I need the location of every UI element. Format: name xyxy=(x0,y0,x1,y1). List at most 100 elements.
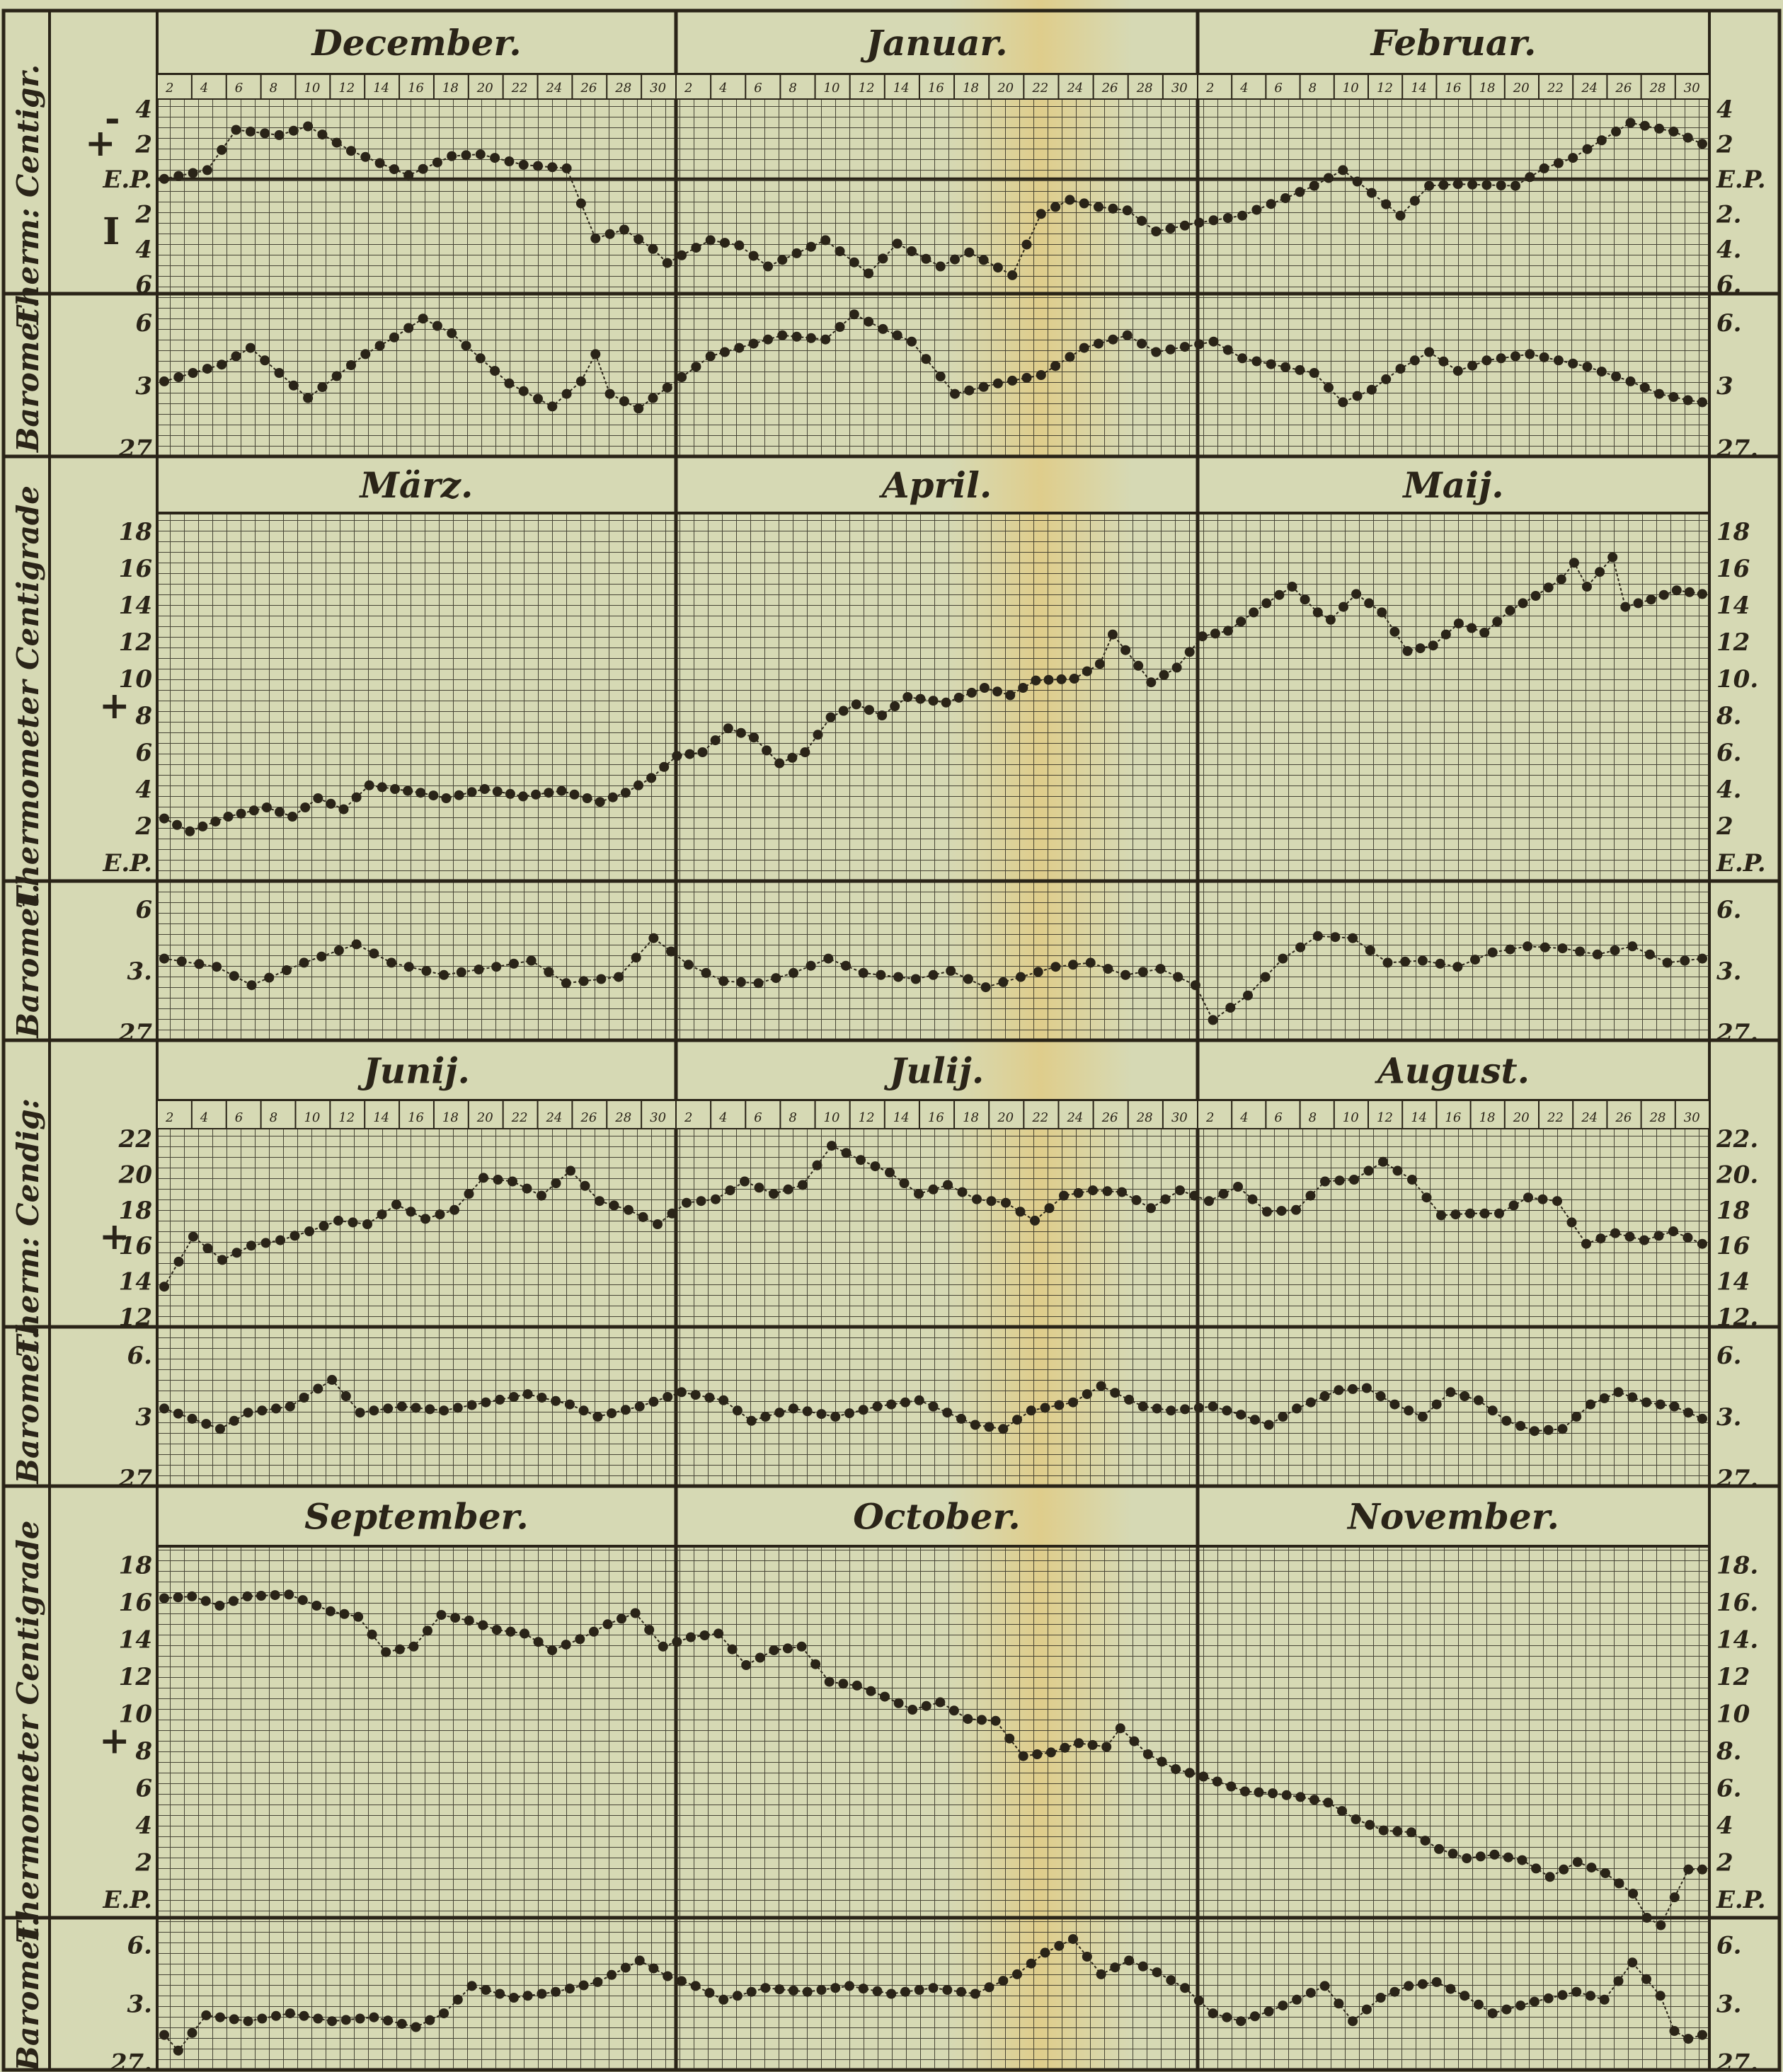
day-number: 8 xyxy=(1309,81,1317,96)
y-tick-label-right: 14 xyxy=(1716,592,1750,620)
barometer-point xyxy=(1278,2001,1288,2011)
temperature-point xyxy=(1281,1790,1292,1800)
series-label: Therm: Cendig: xyxy=(11,1098,45,1357)
barometer-point xyxy=(383,1403,394,1414)
temperature-point xyxy=(1378,1156,1388,1167)
temperature-point xyxy=(289,1231,300,1241)
y-tick-label-left: 22 xyxy=(118,1125,152,1153)
day-number: 12 xyxy=(338,81,355,96)
barometer-point xyxy=(369,2012,379,2022)
temperature-point xyxy=(217,1255,227,1265)
day-number: 2 xyxy=(165,81,173,96)
barometer-point xyxy=(1592,949,1603,960)
barometer-point xyxy=(1361,1383,1372,1393)
temperature-point xyxy=(805,241,816,252)
temperature-point xyxy=(1544,1872,1555,1882)
temperature-point xyxy=(1543,582,1554,593)
barometer-point xyxy=(1079,343,1089,353)
barometer-point xyxy=(935,372,946,381)
barometer-point xyxy=(386,957,396,968)
day-number: 14 xyxy=(893,1110,910,1125)
temperature-point xyxy=(1157,1756,1167,1767)
temperature-point xyxy=(595,1196,604,1207)
temperature-point xyxy=(544,788,554,798)
barometer-point xyxy=(1124,1394,1135,1405)
barometer-point xyxy=(355,1408,365,1418)
day-number: 18 xyxy=(442,81,459,96)
day-number: 22 xyxy=(1547,81,1564,96)
day-number: 4 xyxy=(1239,1110,1248,1125)
barometer-point xyxy=(791,331,802,342)
temperature-point xyxy=(491,1625,502,1635)
temperature-point xyxy=(856,1155,866,1166)
y-tick-label-right: 27. xyxy=(1716,1019,1758,1047)
temperature-point xyxy=(1005,690,1016,701)
temperature-point xyxy=(1146,1203,1156,1214)
y-tick-label-left: 16 xyxy=(119,1589,152,1617)
day-number: 20 xyxy=(997,81,1014,96)
barometer-point xyxy=(159,2030,169,2040)
barometer-point xyxy=(1348,1383,1358,1394)
temperature-point xyxy=(575,198,586,209)
barometer-point xyxy=(648,1963,659,1974)
temperature-point xyxy=(748,251,759,261)
barometer-point xyxy=(274,368,285,378)
temperature-point xyxy=(633,780,643,790)
y-tick-label-left: 8 xyxy=(134,1737,152,1766)
temperature-point xyxy=(783,1184,793,1195)
temperature-point xyxy=(284,1589,294,1600)
temperature-point xyxy=(943,1180,953,1190)
temperature-point xyxy=(478,1620,488,1630)
barometer-point xyxy=(1208,1015,1218,1025)
barometer-point xyxy=(820,334,831,345)
barometer-point xyxy=(1582,362,1593,372)
barometer-point xyxy=(732,1991,743,2001)
plus-sign: + xyxy=(99,1215,130,1258)
temperature-point xyxy=(713,1628,724,1639)
barometer-point xyxy=(490,366,500,376)
temperature-point xyxy=(1525,172,1535,183)
y-tick-label-right: 14 xyxy=(1716,1268,1750,1296)
day-number: 26 xyxy=(580,1110,597,1125)
temperature-point xyxy=(1494,1208,1504,1219)
barometer-point xyxy=(575,376,586,386)
barometer-point xyxy=(928,969,939,980)
temperature-point xyxy=(202,1243,213,1253)
temperature-point xyxy=(478,1173,488,1183)
temperature-point xyxy=(575,1634,585,1645)
day-number: 30 xyxy=(1171,81,1188,96)
temperature-point xyxy=(1349,1175,1359,1185)
barometer-point xyxy=(666,946,677,957)
barometer-point xyxy=(369,1405,379,1416)
y-tick-label-left: 2 xyxy=(134,812,152,841)
temperature-point xyxy=(824,1676,835,1687)
barometer-point xyxy=(1586,1399,1595,1410)
temperature-point xyxy=(921,1700,931,1711)
temperature-point xyxy=(1586,1863,1597,1873)
temperature-point xyxy=(630,1608,641,1618)
barometer-point xyxy=(1438,356,1449,367)
day-number: 26 xyxy=(1101,1110,1118,1125)
temperature-point xyxy=(1595,567,1605,577)
barometer-point xyxy=(1683,2034,1694,2044)
temperature-point xyxy=(957,1187,968,1197)
barometer-point xyxy=(735,977,746,987)
temperature-point xyxy=(1171,662,1182,673)
temperature-point xyxy=(466,787,477,798)
barometer-point xyxy=(690,1390,701,1400)
temperature-point xyxy=(1671,585,1682,596)
y-tick-label-left: 18 xyxy=(119,1551,152,1579)
barometer-point xyxy=(1435,958,1445,969)
y-tick-label-right: 2 xyxy=(1716,812,1733,841)
temperature-point xyxy=(246,1241,256,1251)
temperature-point xyxy=(1087,1739,1098,1750)
temperature-point xyxy=(907,1705,918,1715)
temperature-point xyxy=(720,238,730,248)
temperature-point xyxy=(978,255,989,265)
barometer-point xyxy=(1334,1385,1344,1395)
day-number: 22 xyxy=(511,1110,528,1125)
barometer-point xyxy=(578,1405,589,1416)
temperature-point xyxy=(1508,1200,1519,1211)
y-tick-label-left: 2 xyxy=(134,1848,152,1877)
temperature-point xyxy=(1392,1166,1403,1176)
